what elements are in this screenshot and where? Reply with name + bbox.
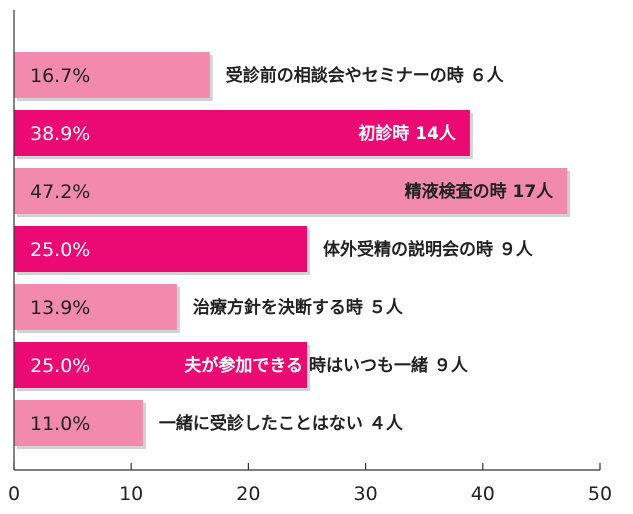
- category-label: 受診前の相談会やセミナーの時 ６人: [226, 65, 505, 86]
- bar: [14, 52, 210, 98]
- bar: [14, 168, 568, 214]
- value-label: 16.7%: [30, 65, 90, 87]
- value-label: 38.9%: [30, 123, 90, 145]
- value-label: 25.0%: [30, 355, 90, 377]
- bar: [14, 342, 307, 388]
- value-label: 25.0%: [30, 239, 90, 261]
- category-label: 精液検査の時 17人: [405, 181, 555, 202]
- x-tick-label: 0: [8, 483, 20, 505]
- x-tick-label: 20: [236, 483, 260, 505]
- category-label: 治療方針を決断する時 ５人: [193, 297, 404, 318]
- bar: [14, 400, 143, 446]
- value-label: 13.9%: [30, 297, 90, 319]
- category-label: 一緒に受診したことはない ４人: [159, 413, 404, 434]
- bar: [14, 110, 470, 156]
- category-label: 体外受精の説明会の時 ９人: [323, 239, 534, 260]
- bar: [14, 284, 177, 330]
- x-tick-label: 50: [588, 483, 612, 505]
- value-label: 11.0%: [30, 413, 90, 435]
- bar: [14, 226, 307, 272]
- category-label: 時はいつも一緒 ９人: [309, 355, 469, 376]
- x-tick-label: 40: [471, 483, 495, 505]
- category-label: 夫が参加できる: [184, 355, 303, 376]
- x-tick-label: 10: [119, 483, 143, 505]
- x-tick-label: 30: [354, 483, 378, 505]
- category-label: 初診時 14人: [358, 123, 457, 144]
- value-label: 47.2%: [30, 181, 90, 203]
